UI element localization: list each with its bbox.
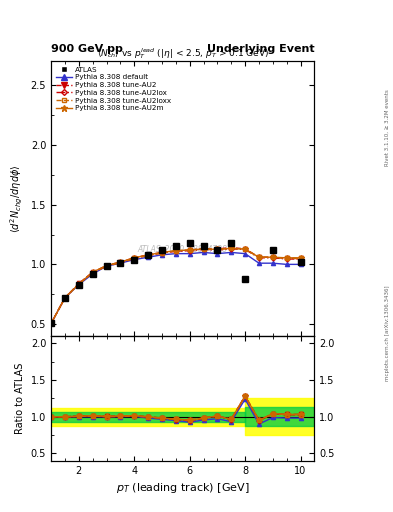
Y-axis label: Ratio to ATLAS: Ratio to ATLAS [15,362,25,434]
X-axis label: $p_T$ (leading track) [GeV]: $p_T$ (leading track) [GeV] [116,481,250,495]
Title: $\langle N_{ch}\rangle$ vs $p_T^{lead}$ ($|\eta|$ < 2.5, $p_T$ > 0.1 GeV): $\langle N_{ch}\rangle$ vs $p_T^{lead}$ … [97,47,269,61]
Legend: ATLAS, Pythia 8.308 default, Pythia 8.308 tune-AU2, Pythia 8.308 tune-AU2lox, Py: ATLAS, Pythia 8.308 default, Pythia 8.30… [55,65,173,113]
Text: 900 GeV pp: 900 GeV pp [51,44,123,54]
Text: Underlying Event: Underlying Event [207,44,314,54]
Text: mcplots.cern.ch [arXiv:1306.3436]: mcplots.cern.ch [arXiv:1306.3436] [385,285,389,380]
Y-axis label: $\langle d^2 N_{chg}/d\eta d\phi \rangle$: $\langle d^2 N_{chg}/d\eta d\phi \rangle… [9,164,25,233]
Text: ATLAS_2010_S8894728: ATLAS_2010_S8894728 [138,244,228,252]
Text: Rivet 3.1.10, ≥ 3.2M events: Rivet 3.1.10, ≥ 3.2M events [385,90,389,166]
